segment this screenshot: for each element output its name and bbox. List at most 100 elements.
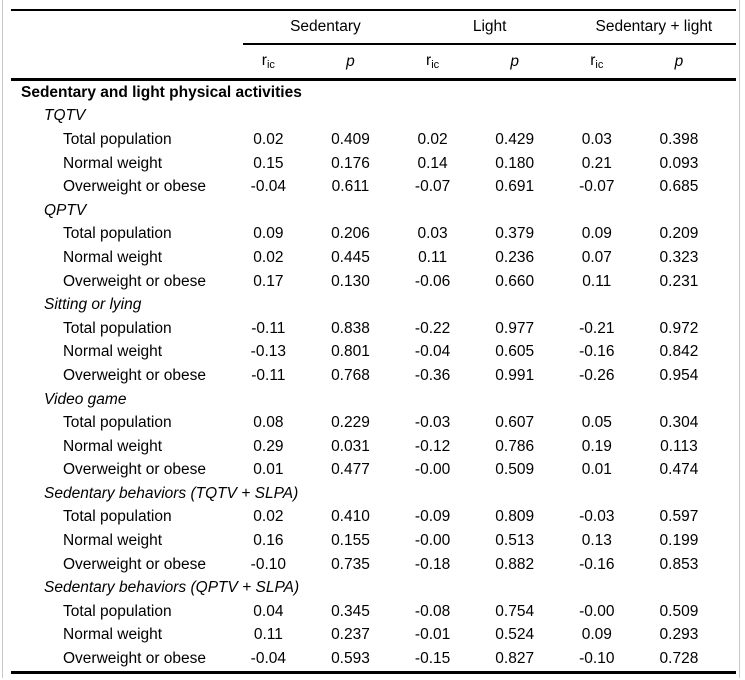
cell-value: -0.11 [251,319,286,337]
cell-value: 0.429 [495,130,535,148]
row-label: Total population [63,414,172,432]
cell-value: 0.477 [331,461,370,479]
cell-value: 0.29 [253,437,284,455]
cell-value: 0.02 [253,130,284,148]
cell-value: 0.345 [331,602,370,620]
cell-value: 0.17 [253,272,284,290]
cell-value: -0.12 [414,437,451,455]
cell-value: 0.11 [582,272,612,290]
cell-value: 0.754 [495,602,535,620]
cell-value: 0.236 [495,248,535,266]
row-label: Normal weight [63,532,163,550]
cell-value: 0.728 [653,647,736,674]
table-row: Normal weight 0.15 0.176 0.14 0.180 0.21 0.093 [11,152,736,176]
cell-value: 0.768 [331,366,370,384]
cell-value: -0.10 [571,647,654,674]
header-p-sedentary: p [325,44,408,81]
cell-value: -0.04 [243,647,326,674]
cell-value: 0.229 [331,414,370,432]
cell-value: 0.02 [253,248,284,266]
cell-value: 0.607 [495,414,535,432]
cell-value: 0.01 [581,461,612,479]
cell-value: 0.853 [659,555,699,573]
row-label: Normal weight [63,248,163,266]
cell-value: 0.882 [495,555,535,573]
table-row: Normal weight 0.16 0.155 -0.00 0.513 0.13 0.19… [11,529,736,553]
table-row: Total population 0.04 0.345 -0.08 0.754 -0.00… [11,600,736,624]
column-group-row: Sedentary Light Sedentary + light [11,9,736,45]
cell-value: 0.237 [331,626,370,644]
cell-value: 0.991 [495,366,535,384]
cell-value: -0.13 [250,343,287,361]
section-title: Sedentary behaviors (QPTV + SLPA) [44,579,300,597]
cell-value: 0.19 [581,437,612,455]
table-row: Overweight or obese -0.04 0.593 -0.15 0.827-… [11,647,736,674]
cell-value: 0.231 [659,272,699,290]
cell-value: 0.509 [495,461,535,479]
cell-value: -0.26 [579,366,615,384]
cell-value: 0.597 [659,508,699,526]
table-row: Overweight or obese -0.11 0.768 -0.36 0.991 -… [11,364,736,388]
cell-value: -0.18 [414,555,451,573]
row-label: Overweight or obese [11,647,244,674]
table-row: Total population 0.09 0.206 0.03 0.379 0.09 0.… [11,223,736,247]
cell-value: 0.21 [581,154,612,172]
header-ric-sedentary-light: ric [571,44,654,81]
header-spacer [11,9,244,44]
table-row: Total population 0.02 0.410 -0.09 0.809 -0.03… [11,506,736,530]
section-title-row: QPTV [11,199,736,223]
cell-value: -0.00 [414,532,451,550]
table-row: Overweight or obese 0.01 0.477 -0.00 0.509 0.… [11,459,736,483]
cell-value: 0.842 [659,343,699,361]
cell-value: -0.10 [250,555,287,573]
cell-value: -0.01 [414,626,451,644]
cell-value: 0.827 [489,647,572,674]
cell-value: -0.00 [579,602,615,620]
cell-value: 0.209 [659,225,699,243]
row-label: Overweight or obese [63,272,207,290]
cell-value: -0.03 [414,414,451,432]
row-label: Total population [63,319,172,337]
table-row: Total population 0.08 0.229 -0.03 0.607 0.05 0… [11,411,736,435]
cell-value: 0.09 [581,626,612,644]
table-row: Normal weight 0.02 0.445 0.11 0.236 0.07 0.323 [11,246,736,270]
table-row: Normal weight 0.11 0.237 -0.01 0.524 0.09 0.29… [11,624,736,648]
cell-value: 0.206 [331,225,370,243]
cell-value: 0.593 [325,647,408,674]
table-section-header: Sedentary and light physical activities [21,83,302,101]
cell-value: 0.410 [331,508,370,526]
cell-value: 0.409 [331,130,370,148]
cell-value: 0.509 [659,602,699,620]
cell-value: 0.611 [331,178,370,196]
cell-value: 0.16 [253,532,284,550]
row-label: Total population [63,602,172,620]
row-label: Normal weight [63,343,163,361]
cell-value: -0.21 [579,319,615,337]
cell-value: 0.977 [495,319,535,337]
cell-value: 0.379 [495,225,535,243]
cell-value: 0.474 [659,461,699,479]
table-row: Overweight or obese -0.10 0.735 -0.18 0.882 -… [11,553,736,577]
cell-value: -0.22 [414,319,451,337]
cell-value: 0.11 [418,248,448,266]
cell-value: -0.09 [414,508,451,526]
cell-value: 0.954 [659,366,699,384]
cell-value: 0.08 [253,414,284,432]
table-row: Overweight or obese -0.04 0.611 -0.07 0.691 -… [11,175,736,199]
row-label: Normal weight [63,437,163,455]
section-title: Video game [44,390,127,408]
cell-value: -0.00 [414,461,451,479]
row-label: Normal weight [63,154,163,172]
cell-value: 0.03 [417,225,448,243]
cell-value: 0.14 [417,154,448,172]
table-row: Total population 0.02 0.409 0.02 0.429 0.03 0.… [11,128,736,152]
table-body: Sedentary and light physical activities T… [11,80,736,674]
cell-value: -0.16 [579,555,615,573]
cell-value: 0.09 [253,225,284,243]
col-group-sedentary: Sedentary [243,9,408,45]
cell-value: 0.15 [253,154,284,172]
cell-value: -0.06 [414,272,451,290]
cell-value: 0.323 [659,248,699,266]
cell-value: 0.031 [331,437,370,455]
cell-value: 0.304 [659,414,699,432]
